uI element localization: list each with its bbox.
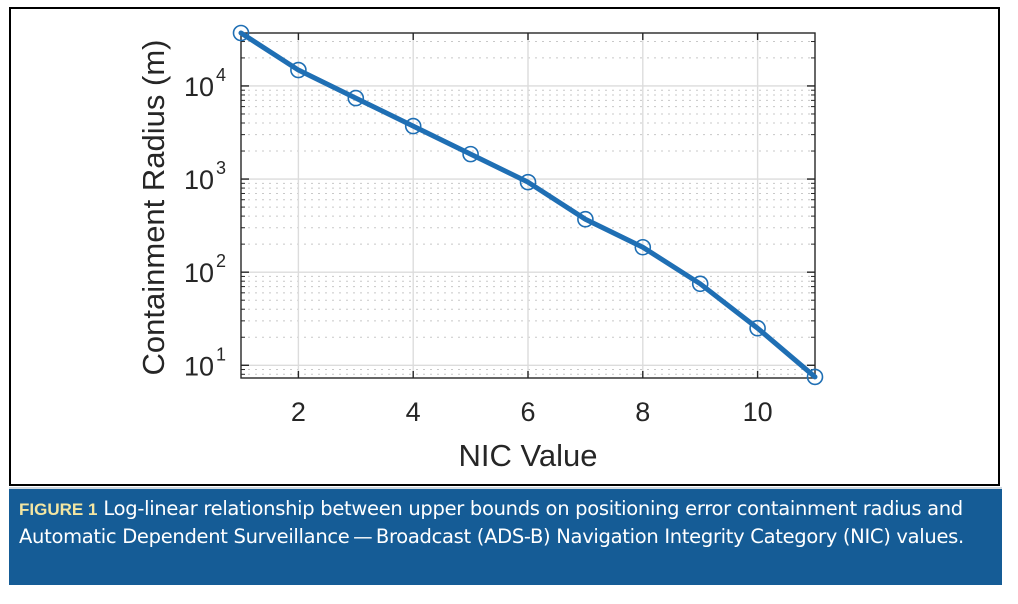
data-point-marker [577,210,594,228]
data-point-marker [462,145,479,163]
data-point-marker [404,117,422,135]
y-tick-label: 10 [184,72,214,102]
figure-caption: FIGURE 1 Log-linear relationship between … [9,487,1002,585]
data-point-marker [691,275,709,293]
data-point-marker [806,368,824,386]
y-tick-label: 10 [184,351,214,381]
axes [240,32,816,379]
tick-labels: 10 110 210 310 42 4 6 8 10 [184,65,773,427]
data-point-marker [290,61,307,79]
x-tick-label: 2 [291,397,306,427]
data-point-marker [232,24,250,42]
y-tick-exponent: 4 [216,65,226,85]
y-tick-label: 10 [184,165,214,195]
data-point-marker [634,238,652,256]
y-tick-exponent: 3 [216,158,226,178]
x-tick-label: 10 [743,397,773,427]
figure-frame [9,7,1000,486]
y-tick-exponent: 2 [216,251,226,271]
x-tick-label: 4 [406,397,421,427]
x-axis-label: NIC Value [459,438,598,473]
figure-label: FIGURE 1 [19,500,98,519]
x-tick-label: 6 [520,397,535,427]
chart: 10 110 210 310 42 4 6 8 10 NIC Value Containment… [136,24,824,473]
plot-box [240,32,816,379]
y-tick-label: 10 [184,258,214,288]
y-tick-exponent: 1 [216,344,226,364]
data-point-marker [347,89,365,107]
x-tick-label: 8 [635,397,650,427]
y-axis-label: Containment Radius (m) [136,40,171,376]
series [232,24,824,386]
caption-text: Log-linear relationship between upper bo… [19,497,964,548]
series-line [238,30,818,380]
data-point-marker [749,319,766,337]
data-point-marker [519,173,537,191]
